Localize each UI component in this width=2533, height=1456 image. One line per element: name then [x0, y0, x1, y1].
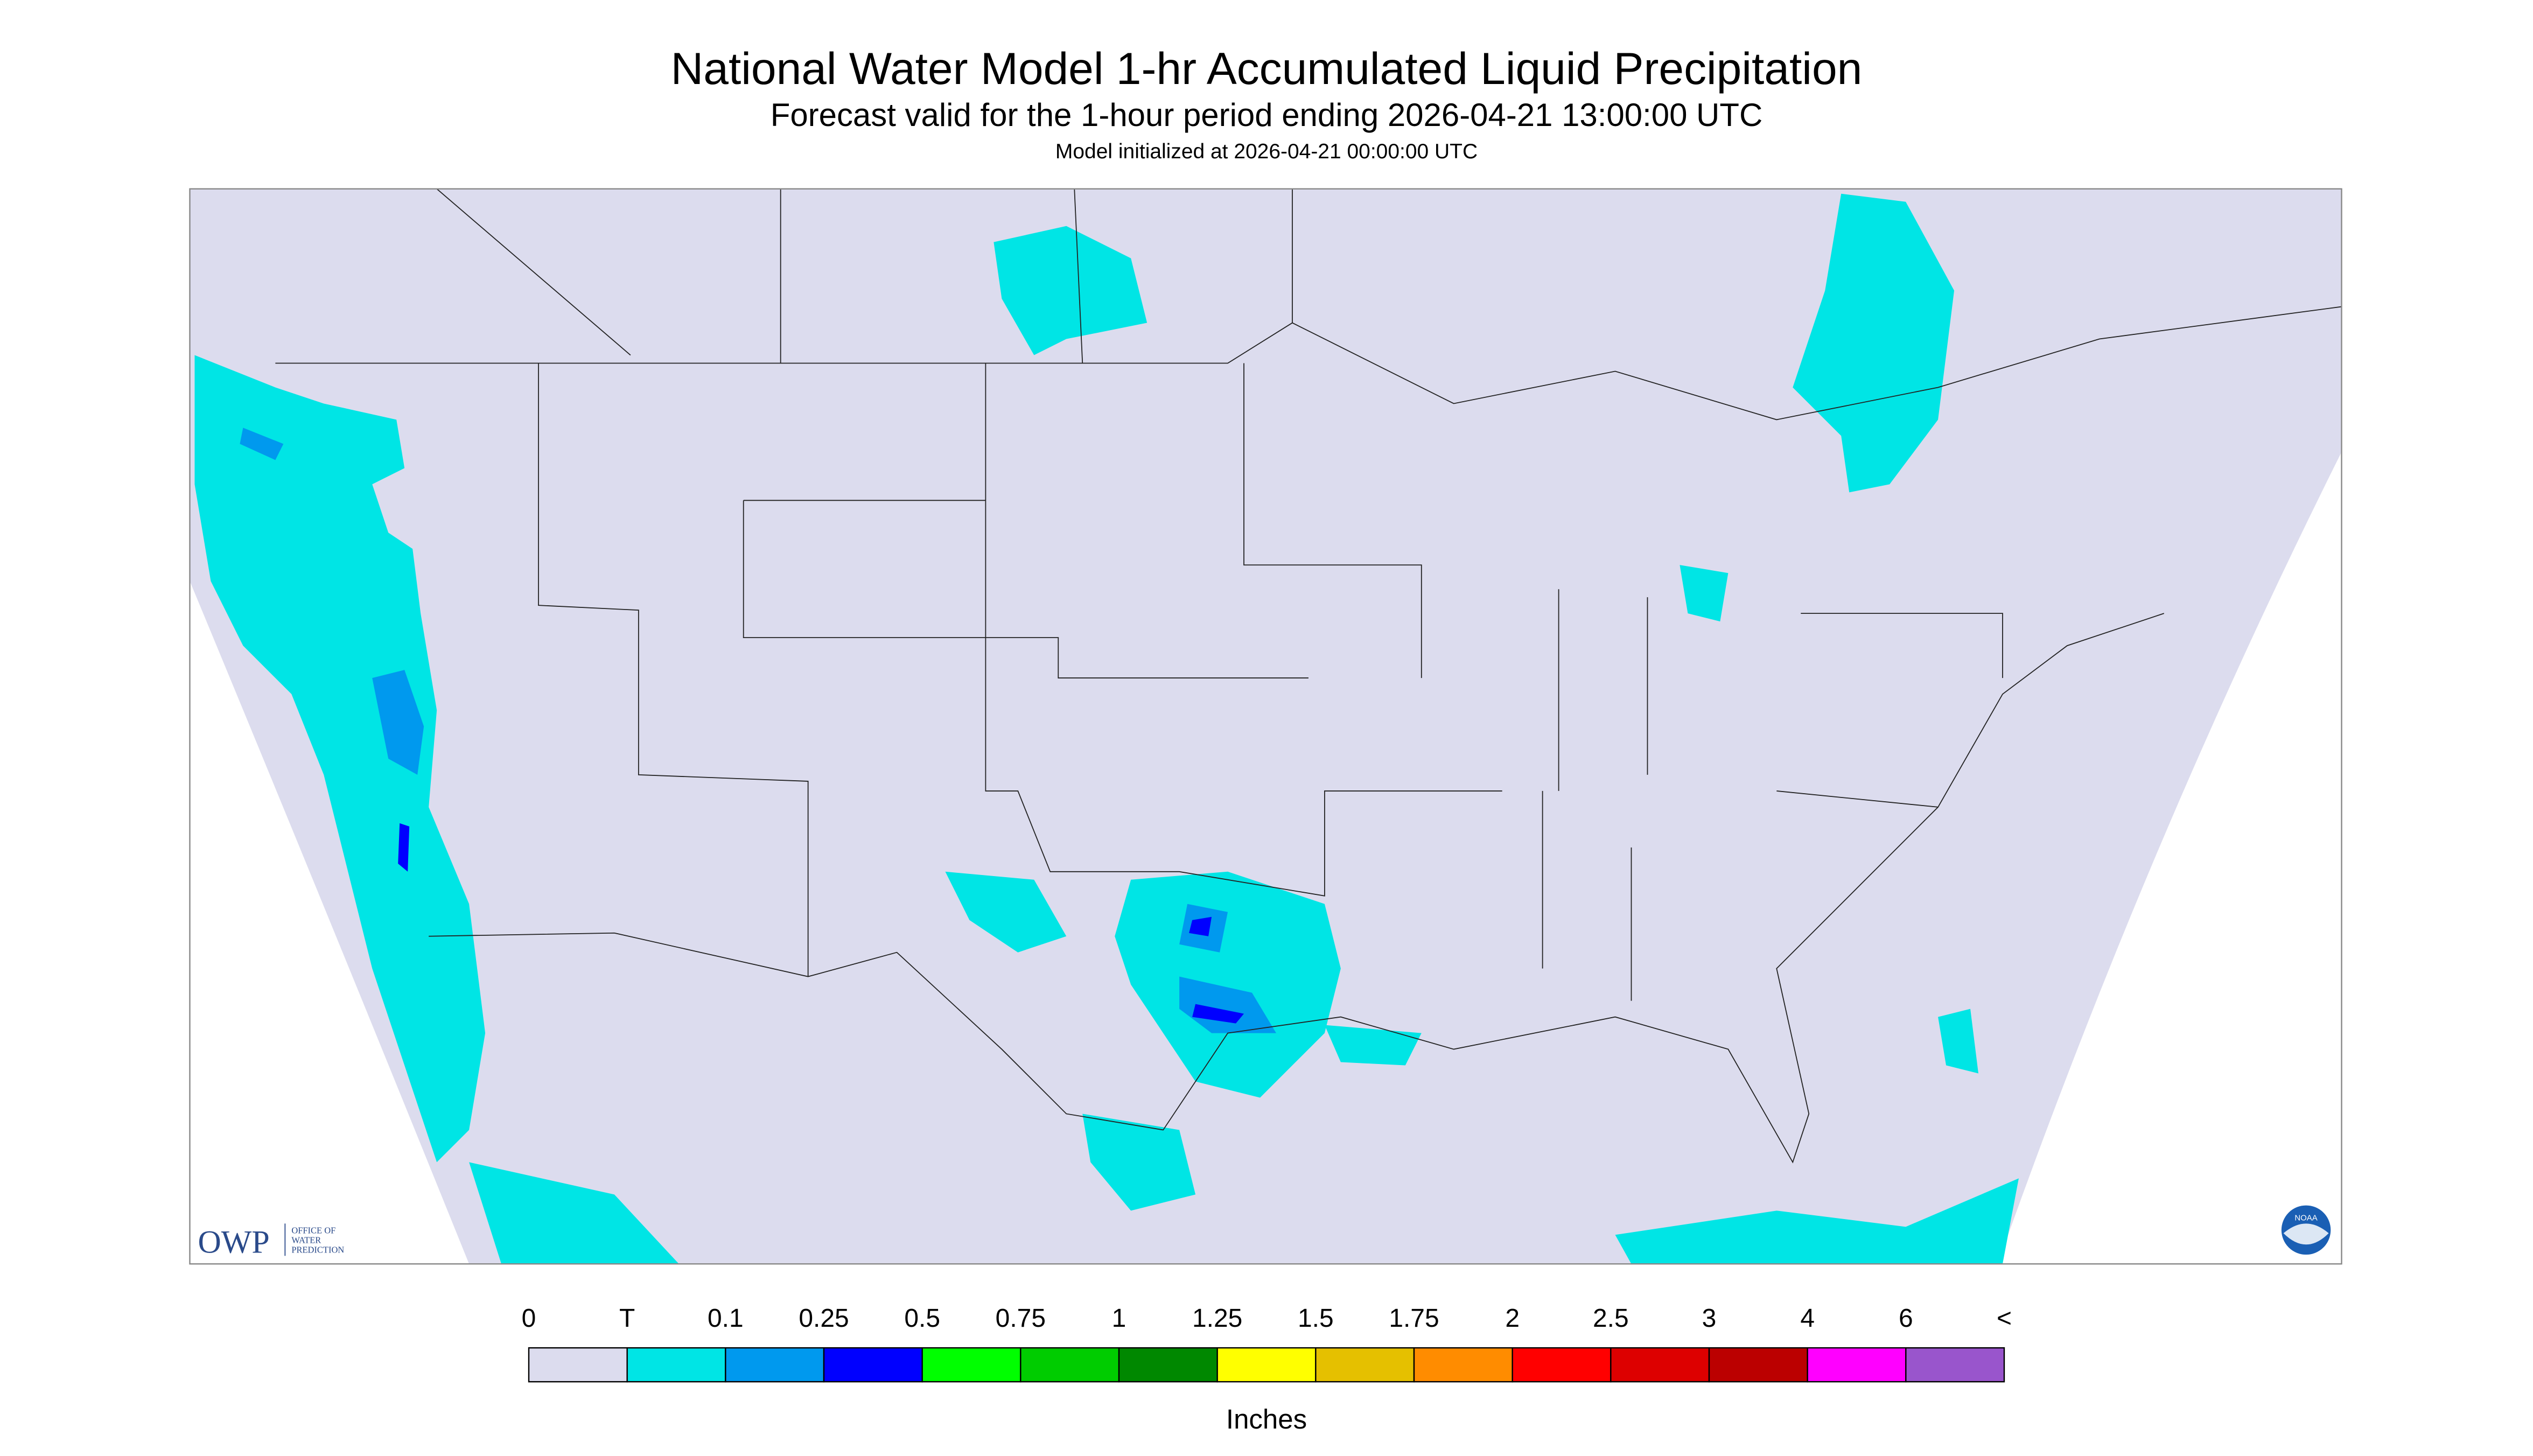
legend-swatch — [1315, 1347, 1415, 1383]
legend-label: 2 — [1505, 1304, 1520, 1333]
owp-text: OFFICE OF — [291, 1225, 335, 1235]
precip-gulf — [1324, 1025, 1422, 1066]
legend-swatch — [1610, 1347, 1710, 1383]
precip-mexico — [1082, 1114, 1196, 1211]
legend-label: 0 — [522, 1304, 536, 1333]
precip-pacific — [469, 1162, 679, 1264]
legend-label: 1.25 — [1192, 1304, 1242, 1333]
province-lines — [436, 188, 1293, 363]
precip-texas — [1115, 871, 1341, 1098]
precip-texas-core — [1189, 916, 1212, 936]
legend-label: 1.75 — [1389, 1304, 1439, 1333]
legend-swatch — [1216, 1347, 1317, 1383]
us-canada-border — [275, 306, 2342, 421]
title: National Water Model 1-hr Accumulated Li… — [671, 43, 1863, 94]
legend-swatch — [528, 1347, 628, 1383]
legend-label: 2.5 — [1593, 1304, 1629, 1333]
precip-michigan — [1680, 565, 1729, 622]
legend-swatch — [1413, 1347, 1513, 1383]
legend-swatch — [1512, 1347, 1612, 1383]
precip-texas-heavy-2 — [1179, 976, 1276, 1033]
legend-label: 0.75 — [996, 1304, 1046, 1333]
legend-label: 0.1 — [708, 1304, 744, 1333]
noaa-logo-wave — [2283, 1223, 2329, 1245]
state-lines — [538, 363, 2003, 1001]
precip-texas-core-2 — [1192, 1004, 1244, 1024]
precip-atlantic — [1938, 1009, 1979, 1074]
owp-text: WATER — [291, 1235, 321, 1245]
legend-swatch — [1905, 1347, 2005, 1383]
boundaries — [275, 188, 2342, 1164]
precip-sask — [993, 226, 1147, 355]
legend-swatch — [1708, 1347, 1808, 1383]
legend-label: 1 — [1112, 1304, 1126, 1333]
model-domain — [190, 188, 2342, 1264]
legend-swatch — [725, 1347, 825, 1383]
legend-label: 3 — [1702, 1304, 1717, 1333]
legend-unit: Inches — [1226, 1404, 1307, 1434]
legend-label: 1.5 — [1298, 1304, 1334, 1333]
coastline — [429, 613, 2165, 1164]
legend: 0 T 0.1 0.25 0.5 0.75 1 1.25 1.5 1.75 2 2.5 3 4 6 < — [522, 1304, 2012, 1383]
init-note: Model initialized at 2026-04-21 00:00:00… — [1055, 140, 1478, 163]
precip-west-heavy — [372, 670, 424, 775]
owp-text: PREDICTION — [291, 1244, 344, 1255]
noaa-text: NOAA — [2294, 1213, 2317, 1222]
map: OWP OFFICE OF WATER PREDICTION NOAA — [189, 188, 2342, 1265]
precip-west — [194, 355, 486, 1163]
map-frame — [189, 188, 2342, 1265]
precip-ca-core — [398, 823, 410, 872]
legend-label: 4 — [1800, 1304, 1815, 1333]
legend-swatch — [1020, 1347, 1120, 1383]
legend-swatch — [823, 1347, 923, 1383]
precip-areas — [194, 193, 2019, 1264]
legend-swatch — [921, 1347, 1021, 1383]
legend-label: 0.25 — [799, 1304, 849, 1333]
precip-ontario — [1793, 193, 1955, 493]
subtitle: Forecast valid for the 1-hour period end… — [771, 97, 1763, 133]
precip-wa — [240, 428, 284, 460]
legend-swatch — [1807, 1347, 1907, 1383]
legend-swatch — [626, 1347, 726, 1383]
legend-label: T — [619, 1304, 635, 1333]
owp-logo: OWP — [198, 1224, 269, 1259]
precip-caribbean — [1615, 1178, 2019, 1264]
legend-label: 6 — [1899, 1304, 1913, 1333]
legend-label: < — [1997, 1304, 2012, 1333]
precip-nm — [945, 871, 1067, 953]
legend-swatch — [1118, 1347, 1218, 1383]
legend-label: 0.5 — [904, 1304, 940, 1333]
